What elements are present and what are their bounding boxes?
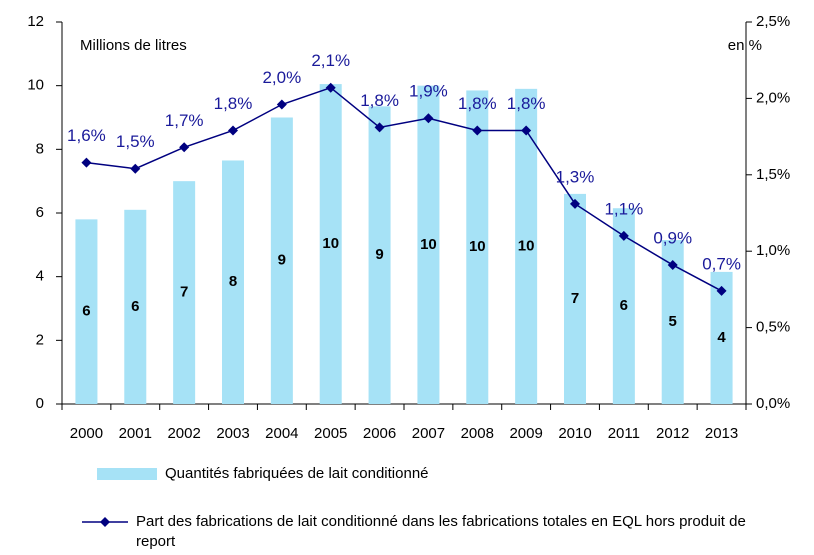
- line-marker: [618, 230, 629, 241]
- bar-value-label: 6: [620, 297, 628, 314]
- legend-entry: Part des fabrications de lait conditionn…: [136, 513, 746, 550]
- x-tick-label: 2013: [705, 425, 738, 442]
- line-value-label: 0,9%: [653, 228, 692, 247]
- bar: [222, 160, 244, 404]
- line-marker: [81, 157, 92, 168]
- line-marker: [570, 198, 580, 209]
- bar-value-label: 10: [322, 235, 339, 252]
- y-tick-label: 12: [27, 13, 44, 30]
- legend-entry: Quantités fabriquées de lait conditionné: [165, 465, 429, 482]
- y-tick-label: 10: [27, 77, 44, 94]
- bar: [710, 271, 733, 404]
- x-tick-label: 2000: [70, 425, 103, 442]
- line-value-label: 0,7%: [702, 254, 741, 273]
- legend-swatch: [97, 468, 157, 480]
- bar: [661, 240, 684, 404]
- y-axis-label: Millions de litres: [80, 37, 187, 54]
- x-tick-label: 2012: [656, 425, 689, 442]
- line: [86, 86, 722, 292]
- bar-value-label: 8: [229, 273, 237, 290]
- line-marker: [521, 125, 532, 136]
- y-tick-label: 6: [36, 204, 44, 221]
- y2-tick-label: 0,0%: [756, 395, 790, 412]
- line-value-label: 1,1%: [604, 199, 643, 218]
- y-tick-label: 8: [36, 140, 44, 157]
- y2-tick-label: 1,0%: [756, 242, 790, 259]
- y2-tick-label: 1,5%: [756, 166, 790, 183]
- line-value-label: 1,8%: [458, 94, 497, 113]
- legend-label: Part des fabrications de lait conditionn…: [136, 513, 746, 550]
- x-tick-label: 2004: [265, 425, 298, 442]
- line-value-label: 1,5%: [116, 132, 155, 151]
- line-marker: [179, 142, 190, 153]
- bar-value-label: 6: [131, 298, 139, 315]
- bar-value-label: 7: [180, 284, 188, 301]
- x-tick-label: 2009: [509, 425, 542, 442]
- bar-value-label: 5: [669, 313, 677, 330]
- legend-marker: [100, 517, 110, 527]
- x-tick-label: 2003: [216, 425, 249, 442]
- bar-value-label: 9: [375, 246, 383, 263]
- x-tick-label: 2002: [167, 425, 200, 442]
- x-tick-label: 2006: [363, 425, 396, 442]
- x-tick-label: 2011: [608, 425, 640, 442]
- bar: [417, 85, 440, 405]
- bar: [515, 88, 538, 404]
- bar-value-label: 10: [518, 237, 535, 254]
- line-value-label: 2,0%: [262, 68, 301, 87]
- bar: [75, 219, 98, 404]
- line-marker: [667, 259, 678, 270]
- x-tick-label: 2001: [119, 425, 152, 442]
- line-marker: [276, 99, 287, 110]
- x-tick-label: 2005: [314, 425, 347, 442]
- line-marker: [423, 113, 434, 124]
- bar: [368, 106, 391, 404]
- line-marker: [374, 122, 385, 133]
- bar: [466, 90, 489, 405]
- x-tick-label: 2010: [558, 425, 591, 442]
- bar-value-label: 9: [278, 252, 286, 269]
- x-tick-label: 2008: [461, 425, 494, 442]
- y-tick-label: 4: [36, 268, 44, 285]
- line-value-label: 1,7%: [165, 111, 204, 130]
- bar: [270, 117, 293, 404]
- bar: [612, 208, 635, 404]
- line-value-label: 1,9%: [409, 82, 448, 101]
- bar: [124, 209, 147, 404]
- bar-value-label: 6: [82, 303, 90, 320]
- x-tick-label: 2007: [412, 425, 445, 442]
- y2-axis-label: en %: [728, 37, 762, 54]
- line-marker: [228, 125, 238, 136]
- line-marker: [325, 82, 336, 93]
- line-value-label: 2,1%: [311, 51, 350, 70]
- legend-label: Quantités fabriquées de lait conditionné: [165, 465, 429, 482]
- bar: [564, 193, 586, 404]
- y-tick-label: 0: [36, 395, 44, 412]
- line-value-label: 1,3%: [556, 167, 595, 186]
- bar-value-label: 7: [571, 290, 579, 307]
- line-value-label: 1,8%: [360, 91, 399, 110]
- line-marker: [716, 285, 727, 296]
- line-value-label: 1,6%: [67, 126, 106, 145]
- bar-value-label: 10: [420, 236, 437, 253]
- line-value-label: 1,8%: [507, 94, 546, 113]
- y2-tick-label: 0,5%: [756, 319, 790, 336]
- bar: [319, 84, 342, 404]
- bar: [173, 181, 196, 404]
- line-value-label: 1,8%: [214, 94, 253, 113]
- y-tick-label: 2: [36, 331, 44, 348]
- line-marker: [472, 125, 483, 136]
- bar-value-label: 4: [717, 329, 726, 346]
- y2-tick-label: 2,5%: [756, 13, 790, 30]
- line-marker: [130, 163, 141, 174]
- y2-tick-label: 2,0%: [756, 89, 790, 106]
- bar-value-label: 10: [469, 238, 486, 255]
